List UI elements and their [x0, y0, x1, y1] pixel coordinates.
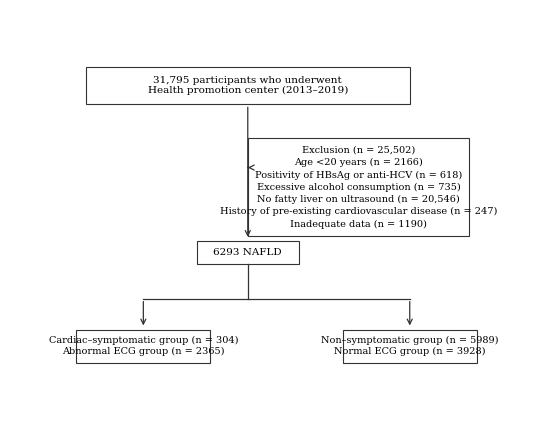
- Text: Non–symptomatic group (n = 5989): Non–symptomatic group (n = 5989): [321, 336, 498, 345]
- FancyBboxPatch shape: [248, 138, 470, 236]
- Text: Cardiac–symptomatic group (n = 304): Cardiac–symptomatic group (n = 304): [48, 336, 238, 345]
- Text: Abnormal ECG group (n = 2365): Abnormal ECG group (n = 2365): [62, 347, 224, 357]
- Text: 6293 NAFLD: 6293 NAFLD: [213, 248, 282, 257]
- FancyBboxPatch shape: [197, 242, 299, 264]
- FancyBboxPatch shape: [86, 67, 410, 104]
- Text: Exclusion (n = 25,502): Exclusion (n = 25,502): [302, 146, 415, 155]
- Text: Normal ECG group (n = 3928): Normal ECG group (n = 3928): [334, 347, 486, 357]
- Text: Age <20 years (n = 2166): Age <20 years (n = 2166): [294, 158, 423, 167]
- FancyBboxPatch shape: [343, 330, 477, 363]
- Text: Positivity of HBsAg or anti-HCV (n = 618): Positivity of HBsAg or anti-HCV (n = 618…: [255, 170, 462, 179]
- Text: No fatty liver on ultrasound (n = 20,546): No fatty liver on ultrasound (n = 20,546…: [257, 195, 460, 204]
- FancyBboxPatch shape: [76, 330, 211, 363]
- Text: History of pre-existing cardiovascular disease (n = 247): History of pre-existing cardiovascular d…: [220, 207, 497, 216]
- Text: Inadequate data (n = 1190): Inadequate data (n = 1190): [290, 219, 427, 229]
- Text: Excessive alcohol consumption (n = 735): Excessive alcohol consumption (n = 735): [257, 183, 460, 192]
- Text: 31,795 participants who underwent
Health promotion center (2013–2019): 31,795 participants who underwent Health…: [147, 76, 348, 95]
